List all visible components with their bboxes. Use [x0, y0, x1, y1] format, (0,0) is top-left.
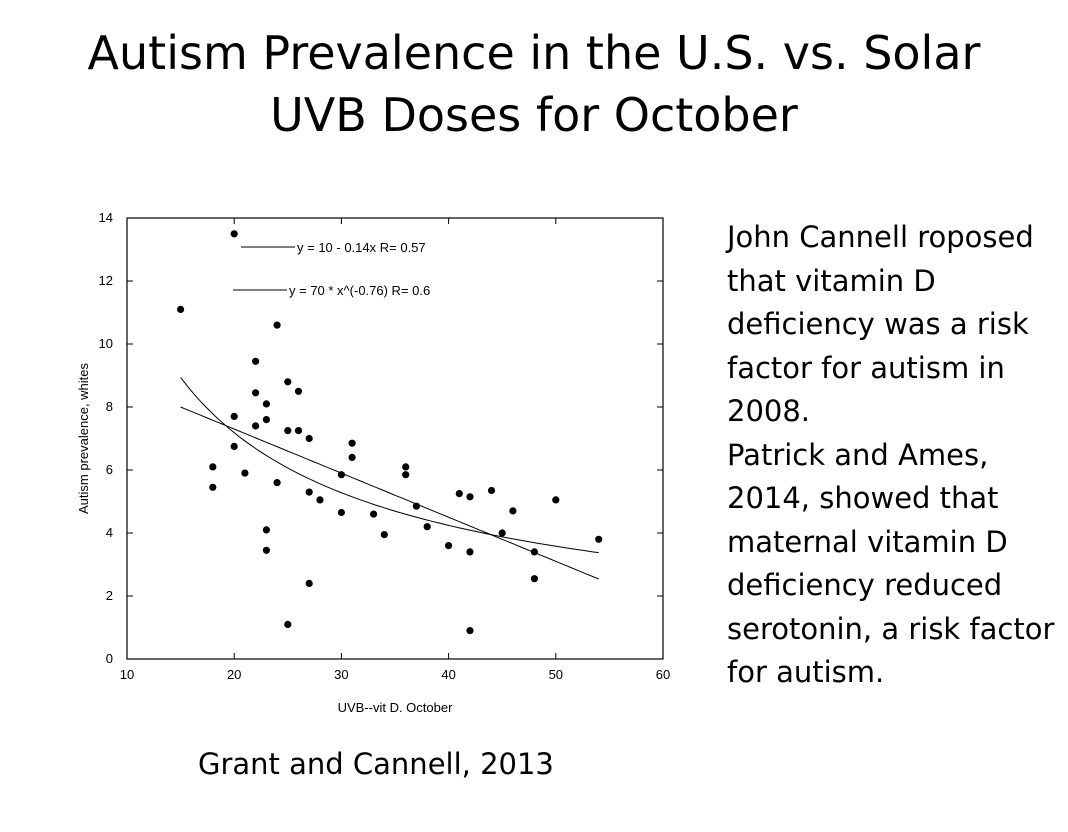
- data-point: [262, 546, 270, 554]
- data-point: [294, 427, 303, 435]
- data-point: [337, 508, 345, 517]
- y-tick-label: 6: [106, 462, 113, 477]
- data-point: [273, 479, 281, 487]
- x-tick-label: 50: [549, 667, 563, 682]
- data-point: [241, 469, 249, 477]
- text-paragraph-1: John Cannell roposed that vitamin D defi…: [727, 220, 1034, 428]
- title-line-2: UVB Doses for October: [270, 88, 798, 142]
- y-tick-label: 10: [99, 336, 113, 351]
- data-point: [380, 531, 388, 539]
- data-point: [294, 387, 303, 395]
- data-point: [466, 548, 474, 556]
- data-point: [487, 486, 496, 495]
- data-point: [230, 412, 238, 420]
- data-point: [530, 575, 538, 583]
- chart-axes: 10 20 30 40 50 60 0 2 4 6 8 10 12 14: [99, 210, 671, 682]
- data-point: [262, 526, 270, 534]
- side-text: John Cannell roposed that vitamin D defi…: [727, 216, 1062, 695]
- data-point: [423, 523, 431, 531]
- data-point: [230, 442, 238, 450]
- x-axis-label: UVB--vit D. October: [338, 700, 454, 715]
- data-point: [284, 620, 292, 628]
- legend-label-power: y = 70 * x^(-0.76) R= 0.6: [289, 283, 430, 298]
- data-point: [230, 230, 238, 238]
- data-point: [177, 305, 185, 313]
- x-tick-label: 60: [656, 667, 670, 682]
- y-tick-label: 12: [99, 273, 113, 288]
- data-point: [370, 510, 378, 518]
- scatter-chart: 10 20 30 40 50 60 0 2 4 6 8 10 12 14 y = 10 - 0.14x R…: [76, 210, 671, 715]
- title-line-1: Autism Prevalence in the U.S. vs. Solar: [87, 26, 981, 80]
- data-point: [509, 507, 517, 515]
- fit-line-linear: [180, 406, 599, 580]
- data-point: [530, 548, 538, 556]
- y-tick-label: 8: [106, 399, 113, 414]
- y-tick-label: 4: [106, 525, 113, 540]
- y-tick-label: 2: [106, 588, 113, 603]
- text-paragraph-2: Patrick and Ames, 2014, showed that mate…: [727, 437, 1055, 690]
- fit-line-power: [180, 377, 599, 554]
- data-point: [595, 535, 603, 543]
- citation: Grant and Cannell, 2013: [198, 747, 554, 781]
- data-point: [455, 490, 463, 498]
- chart-legend: y = 10 - 0.14x R= 0.57 y = 70 * x^(-0.76)…: [233, 240, 430, 298]
- data-point: [262, 416, 270, 424]
- fit-lines: [180, 377, 599, 580]
- data-point: [252, 389, 260, 397]
- data-point: [209, 463, 217, 471]
- data-point: [305, 579, 313, 587]
- data-point: [445, 542, 453, 550]
- data-point: [466, 627, 474, 635]
- legend-label-linear: y = 10 - 0.14x R= 0.57: [297, 240, 426, 255]
- data-points: [177, 230, 603, 635]
- plot-frame: [126, 217, 664, 660]
- x-tick-label: 30: [334, 667, 348, 682]
- data-point: [498, 529, 506, 537]
- data-point: [337, 471, 345, 479]
- data-point: [273, 321, 281, 329]
- data-point: [209, 483, 217, 491]
- data-point: [284, 378, 292, 386]
- slide-title: Autism Prevalence in the U.S. vs. Solar …: [0, 22, 1068, 146]
- data-point: [412, 502, 420, 510]
- data-point: [402, 471, 410, 479]
- data-point: [348, 453, 356, 461]
- data-point: [316, 496, 324, 504]
- x-tick-label: 10: [120, 667, 134, 682]
- data-point: [402, 463, 410, 471]
- data-point: [305, 434, 313, 443]
- data-point: [252, 422, 260, 430]
- data-point: [284, 427, 292, 435]
- data-point: [552, 496, 560, 504]
- data-point: [348, 439, 356, 447]
- x-tick-label: 40: [441, 667, 455, 682]
- data-point: [466, 493, 474, 501]
- data-point: [262, 400, 270, 408]
- data-point: [252, 357, 260, 365]
- y-tick-label: 14: [99, 210, 113, 225]
- y-axis-label: Autism prevalence, whites: [76, 362, 91, 514]
- data-point: [305, 488, 313, 496]
- y-tick-label: 0: [106, 651, 113, 666]
- x-tick-label: 20: [227, 667, 241, 682]
